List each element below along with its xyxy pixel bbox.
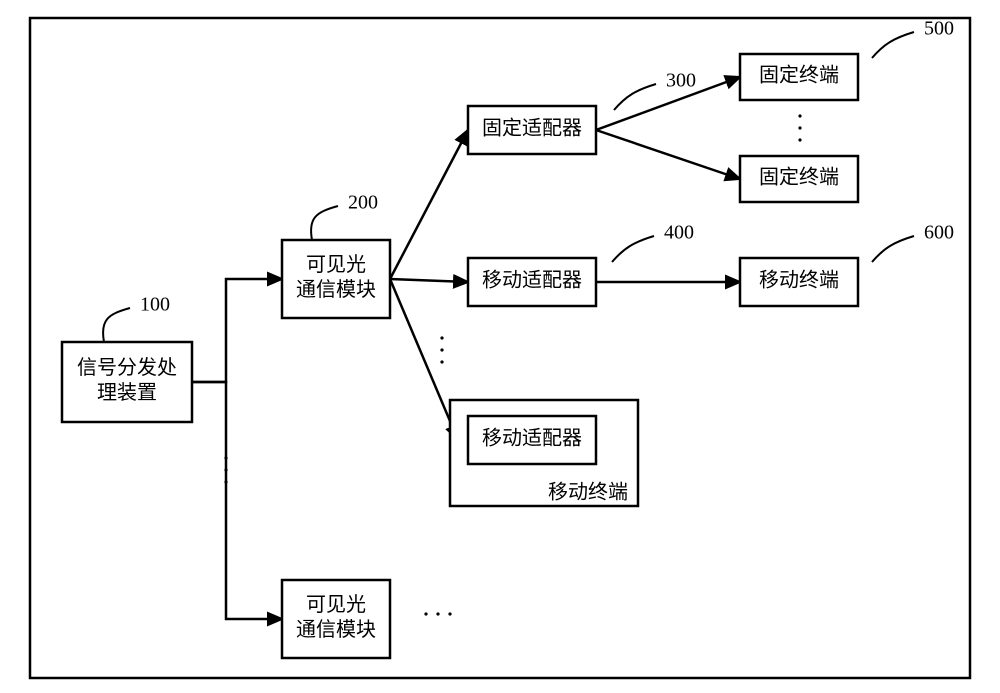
- box-label: 可见光: [306, 253, 366, 276]
- box-label: 固定终端: [759, 64, 839, 87]
- box-label: 移动终端: [759, 269, 839, 292]
- box-label: 可见光: [306, 593, 366, 616]
- ellipsis-dot: [440, 360, 443, 363]
- ellipsis-dot: [224, 456, 227, 459]
- ref-label: 300: [666, 70, 696, 92]
- box-label: 移动适配器: [482, 269, 582, 292]
- box-label: 理装置: [97, 381, 157, 404]
- ellipsis-dot: [224, 480, 227, 483]
- ellipsis-dot: [224, 468, 227, 471]
- ref-label: 100: [140, 294, 170, 316]
- ref-label: 400: [664, 222, 694, 244]
- ellipsis-dot: [440, 336, 443, 339]
- box-label: 移动适配器: [482, 427, 582, 450]
- ellipsis-dot: [798, 114, 801, 117]
- box-label: 固定适配器: [482, 117, 582, 140]
- box-label: 通信模块: [296, 278, 376, 301]
- ellipsis-dot: [448, 612, 451, 615]
- ellipsis-dot: [798, 138, 801, 141]
- ellipsis-dot: [424, 612, 427, 615]
- box-label: 移动终端: [548, 481, 628, 504]
- ellipsis-dot: [436, 612, 439, 615]
- box-label: 通信模块: [296, 618, 376, 641]
- ellipsis-dot: [440, 348, 443, 351]
- ref-label: 500: [924, 18, 954, 40]
- ref-label: 200: [348, 192, 378, 214]
- box-label: 固定终端: [759, 166, 839, 189]
- ellipsis-dot: [798, 126, 801, 129]
- ref-label: 600: [924, 222, 954, 244]
- box-label: 信号分发处: [77, 356, 177, 379]
